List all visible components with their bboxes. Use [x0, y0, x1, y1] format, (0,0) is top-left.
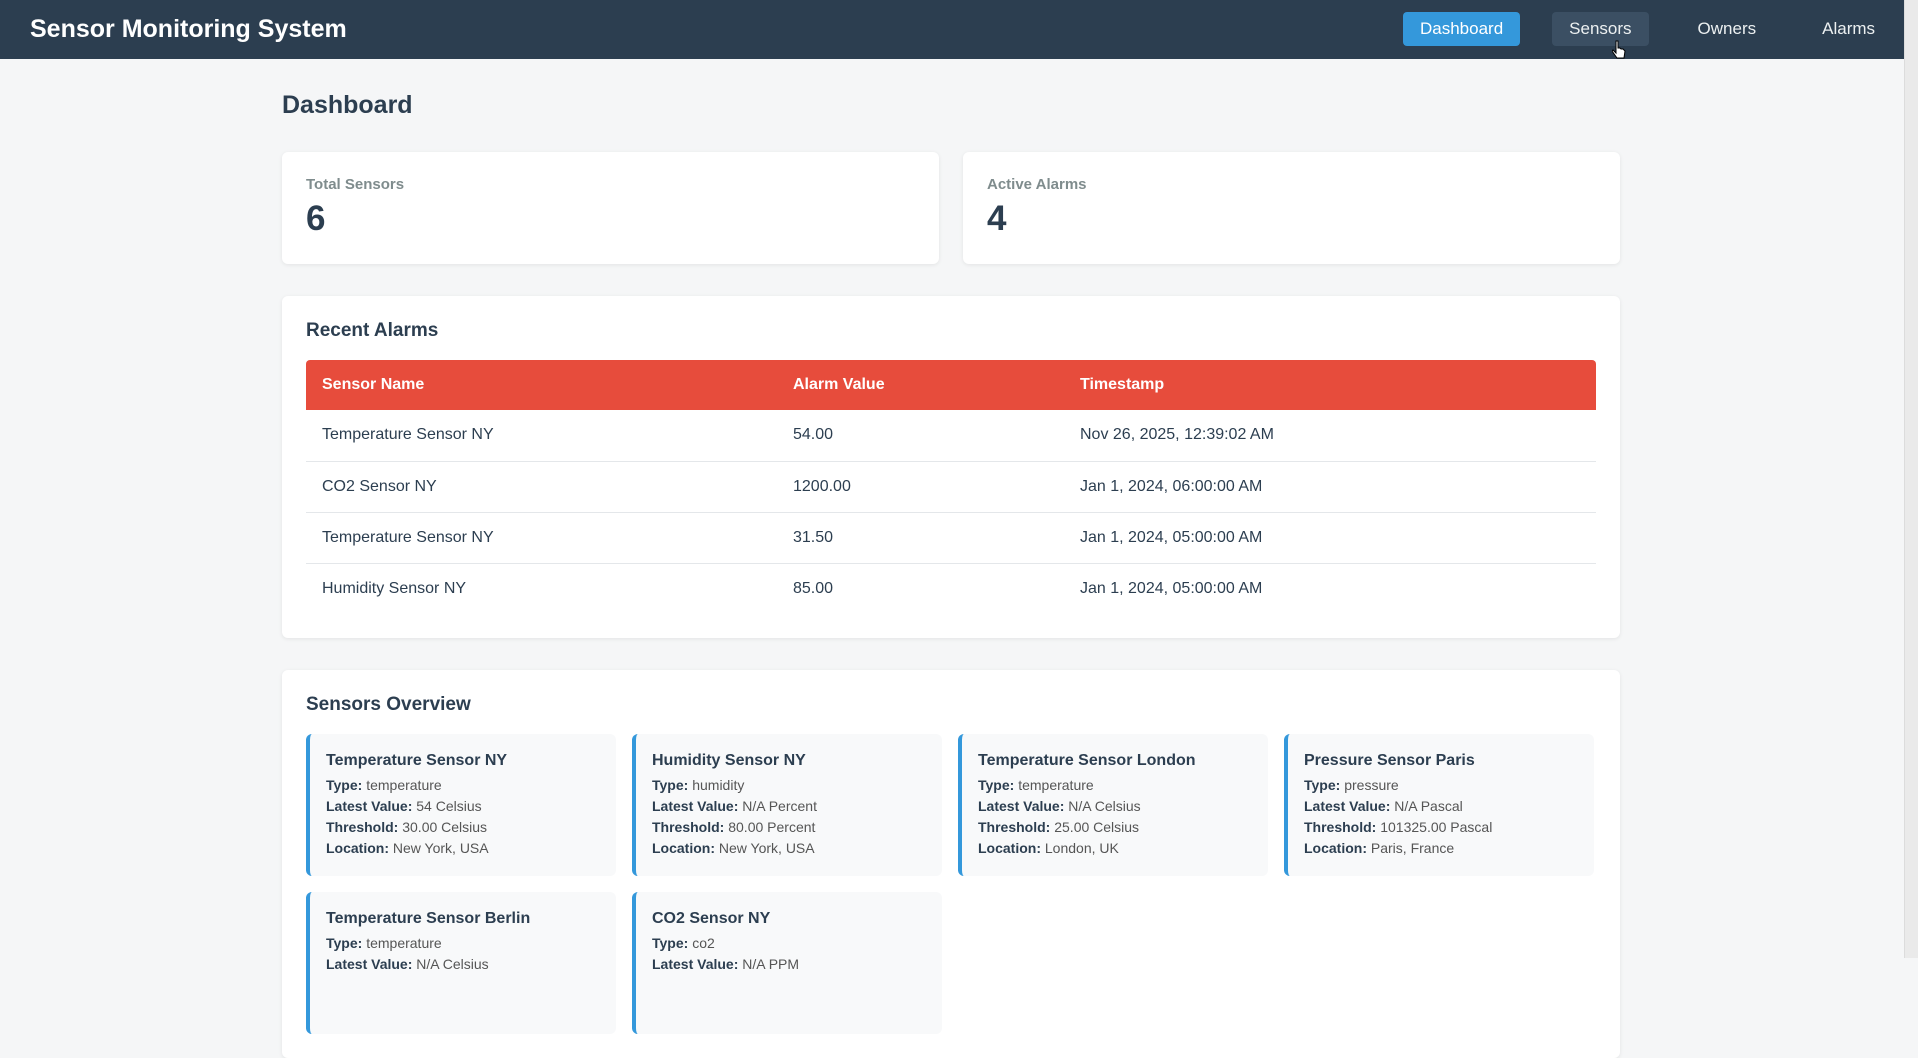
- table-row: CO2 Sensor NY 1200.00 Jan 1, 2024, 06:00…: [306, 461, 1596, 513]
- sensor-latest-value: Latest Value: N/A PPM: [652, 956, 800, 972]
- cell-alarm-value: 54.00: [777, 410, 1064, 462]
- sensor-location: Location: Paris, France: [1304, 840, 1455, 856]
- sensor-card[interactable]: Temperature Sensor Berlin Type: temperat…: [306, 892, 616, 1034]
- column-header: Alarm Value: [793, 376, 885, 393]
- sensor-grid: Temperature Sensor NY Type: temperature …: [306, 734, 1596, 1034]
- sensor-latest-value: Latest Value: N/A Percent: [652, 798, 817, 814]
- main-content: Dashboard Total Sensors 6 Active Alarms …: [282, 59, 1620, 1058]
- top-navbar: Sensor Monitoring System Dashboard Senso…: [0, 0, 1904, 59]
- sensor-name: Temperature Sensor Berlin: [326, 910, 531, 927]
- cell-timestamp: Jan 1, 2024, 06:00:00 AM: [1064, 461, 1596, 513]
- sensor-name: Humidity Sensor NY: [652, 752, 806, 769]
- sensor-type: Type: co2: [652, 935, 715, 951]
- panel-title: Sensors Overview: [306, 694, 471, 715]
- sensor-card[interactable]: Pressure Sensor Paris Type: pressure Lat…: [1284, 734, 1594, 876]
- table-row: Temperature Sensor NY 54.00 Nov 26, 2025…: [306, 410, 1596, 462]
- sensor-location: Location: New York, USA: [326, 840, 489, 856]
- sensor-name: Temperature Sensor NY: [326, 752, 508, 769]
- cell-sensor-name: Temperature Sensor NY: [306, 512, 777, 564]
- table-row: Humidity Sensor NY 85.00 Jan 1, 2024, 05…: [306, 563, 1596, 614]
- sensor-location: Location: London, UK: [978, 840, 1119, 856]
- sensor-type: Type: humidity: [652, 777, 745, 793]
- nav-sensors[interactable]: Sensors: [1552, 12, 1649, 46]
- nav-alarms[interactable]: Alarms: [1822, 19, 1876, 38]
- sensor-threshold: Threshold: 101325.00 Pascal: [1304, 819, 1493, 835]
- nav-dashboard[interactable]: Dashboard: [1403, 12, 1521, 46]
- stat-label: Total Sensors: [306, 176, 405, 193]
- sensor-threshold: Threshold: 80.00 Percent: [652, 819, 816, 835]
- sensor-threshold: Threshold: 25.00 Celsius: [978, 819, 1140, 835]
- sensor-latest-value: Latest Value: N/A Pascal: [1304, 798, 1463, 814]
- sensor-latest-value: Latest Value: N/A Celsius: [978, 798, 1141, 814]
- cell-timestamp: Nov 26, 2025, 12:39:02 AM: [1064, 410, 1596, 462]
- page-title: Dashboard: [282, 91, 413, 119]
- stat-value: 4: [987, 199, 1007, 238]
- panel-title: Recent Alarms: [306, 320, 439, 341]
- mouse-cursor-icon: [1612, 40, 1626, 59]
- cell-alarm-value: 1200.00: [777, 461, 1064, 513]
- column-header: Timestamp: [1080, 376, 1165, 393]
- stat-label: Active Alarms: [987, 176, 1087, 193]
- sensor-location: Location: New York, USA: [652, 840, 815, 856]
- sensor-card[interactable]: Temperature Sensor London Type: temperat…: [958, 734, 1268, 876]
- recent-alarms-panel: Recent Alarms Sensor Name Alarm Value Ti…: [282, 296, 1620, 638]
- sensor-name: Temperature Sensor London: [978, 752, 1196, 769]
- sensor-latest-value: Latest Value: 54 Celsius: [326, 798, 482, 814]
- stat-value: 6: [306, 199, 326, 238]
- table-row: Temperature Sensor NY 31.50 Jan 1, 2024,…: [306, 512, 1596, 564]
- cell-timestamp: Jan 1, 2024, 05:00:00 AM: [1064, 512, 1596, 564]
- cell-sensor-name: Temperature Sensor NY: [306, 410, 777, 462]
- total-sensors-card: Total Sensors 6: [282, 152, 939, 264]
- sensor-card[interactable]: Humidity Sensor NY Type: humidity Latest…: [632, 734, 942, 876]
- sensor-card[interactable]: Temperature Sensor NY Type: temperature …: [306, 734, 616, 876]
- cell-alarm-value: 31.50: [777, 512, 1064, 564]
- stats-row: Total Sensors 6 Active Alarms 4: [282, 152, 1620, 264]
- sensor-type: Type: temperature: [326, 935, 442, 951]
- alarms-table: Sensor Name Alarm Value Timestamp Temper…: [306, 360, 1596, 614]
- sensor-card[interactable]: CO2 Sensor NY Type: co2 Latest Value: N/…: [632, 892, 942, 1034]
- cell-sensor-name: Humidity Sensor NY: [322, 579, 467, 597]
- column-header: Sensor Name: [322, 376, 425, 393]
- table-header-row: Sensor Name Alarm Value Timestamp: [306, 360, 1596, 410]
- active-alarms-card: Active Alarms 4: [963, 152, 1620, 264]
- sensor-type: Type: temperature: [978, 777, 1094, 793]
- sensor-name: Pressure Sensor Paris: [1304, 752, 1475, 769]
- sensor-name: CO2 Sensor NY: [652, 910, 771, 927]
- sensor-type: Type: temperature: [326, 777, 442, 793]
- nav-owners[interactable]: Owners: [1697, 19, 1757, 38]
- cell-alarm-value: 85.00: [793, 579, 834, 597]
- sensors-overview-panel: Sensors Overview Temperature Sensor NY T…: [282, 670, 1620, 1058]
- sensor-threshold: Threshold: 30.00 Celsius: [326, 819, 488, 835]
- sensor-type: Type: pressure: [1304, 777, 1399, 793]
- sensor-latest-value: Latest Value: N/A Celsius: [326, 956, 489, 972]
- page-scrollbar[interactable]: [1904, 0, 1918, 958]
- app-title: Sensor Monitoring System: [30, 15, 347, 43]
- cell-timestamp: Jan 1, 2024, 05:00:00 AM: [1080, 579, 1263, 597]
- main-nav: Dashboard Sensors Owners Alarms: [1403, 12, 1918, 46]
- cell-sensor-name: CO2 Sensor NY: [306, 461, 777, 513]
